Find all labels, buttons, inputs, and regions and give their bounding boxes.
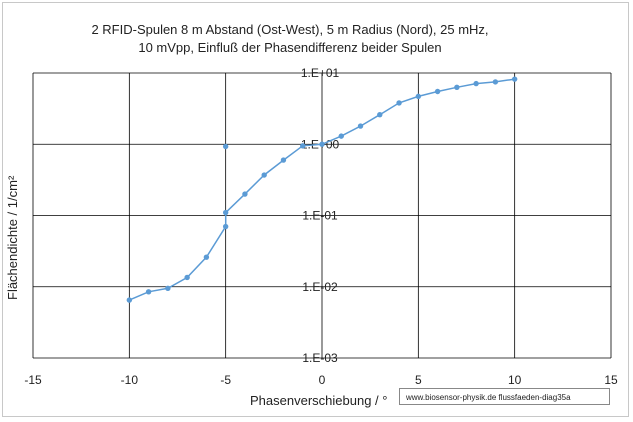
data-point bbox=[357, 123, 364, 129]
y-tick-label: 1.E-01 bbox=[302, 209, 338, 223]
x-tick-label: -10 bbox=[121, 373, 139, 387]
data-point bbox=[203, 254, 210, 260]
data-point bbox=[280, 157, 287, 163]
chart-title-line-1: 2 RFID-Spulen 8 m Abstand (Ost-West), 5 … bbox=[91, 22, 489, 37]
grid-lines bbox=[32, 72, 612, 359]
y-tick-label: 1.E+01 bbox=[301, 66, 340, 80]
y-axis-label: Flächendichte / 1/cm² bbox=[5, 175, 20, 300]
x-tick-label: 15 bbox=[604, 373, 618, 387]
data-point bbox=[261, 172, 267, 178]
data-point bbox=[126, 297, 133, 303]
data-point bbox=[242, 191, 248, 197]
data-point bbox=[454, 84, 460, 90]
data-point bbox=[473, 80, 479, 87]
data-point bbox=[511, 76, 518, 82]
x-tick-label: 0 bbox=[319, 373, 326, 387]
data-point bbox=[338, 133, 344, 139]
x-tick-label: 5 bbox=[415, 373, 422, 387]
x-tick-label: -15 bbox=[24, 373, 42, 387]
data-point bbox=[222, 223, 229, 230]
outlier-point bbox=[222, 143, 229, 150]
x-axis-label: Phasenverschiebung / ° bbox=[250, 393, 388, 408]
data-point bbox=[415, 93, 422, 100]
data-point bbox=[145, 289, 152, 295]
y-tick-label: 1.E-03 bbox=[302, 351, 338, 365]
data-point bbox=[184, 274, 190, 281]
data-series bbox=[126, 76, 518, 303]
data-point bbox=[165, 285, 171, 292]
data-point bbox=[319, 141, 325, 147]
y-tick-labels: 1.E+011.E+001.E-011.E-021.E-03 bbox=[301, 66, 340, 365]
series-line bbox=[129, 78, 515, 301]
x-tick-label: -5 bbox=[220, 373, 231, 387]
chart-frame bbox=[2, 2, 629, 417]
data-point bbox=[222, 209, 229, 216]
x-tick-label: 10 bbox=[508, 373, 522, 387]
chart-title-line-2: 10 mVpp, Einfluß der Phasendifferenz bei… bbox=[138, 40, 442, 55]
data-point bbox=[434, 88, 441, 95]
data-point bbox=[396, 100, 402, 106]
data-point bbox=[492, 79, 499, 85]
data-point bbox=[377, 111, 383, 118]
x-tick-labels: -15 -10 -5 0 5 10 15 bbox=[24, 373, 618, 387]
watermark: www.biosensor-physik.de flussfaeden-diag… bbox=[399, 388, 610, 405]
y-tick-label: 1.E-02 bbox=[302, 280, 338, 294]
data-point bbox=[300, 143, 306, 149]
